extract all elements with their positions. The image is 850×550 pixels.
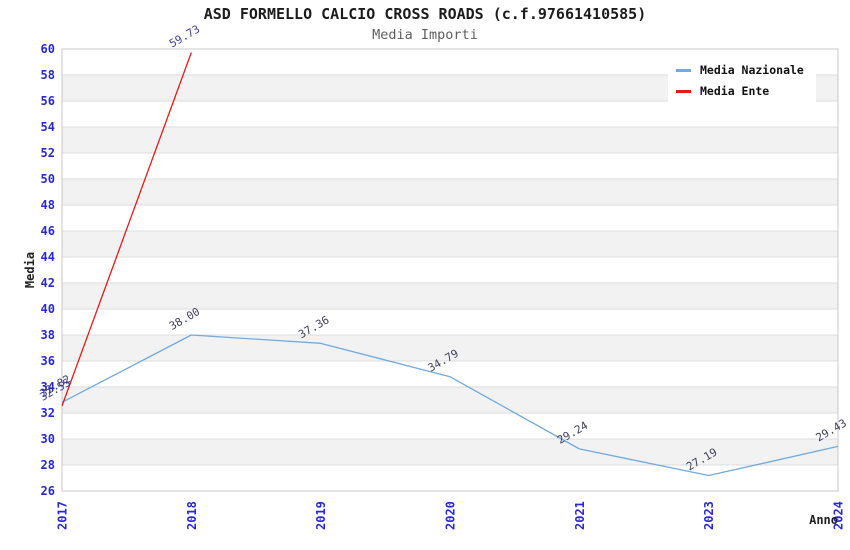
svg-text:58: 58 — [41, 68, 55, 82]
svg-text:2024: 2024 — [832, 501, 846, 530]
svg-text:56: 56 — [41, 94, 55, 108]
svg-text:2019: 2019 — [314, 501, 328, 530]
svg-text:38: 38 — [41, 328, 55, 342]
svg-text:42: 42 — [41, 276, 55, 290]
svg-text:52: 52 — [41, 146, 55, 160]
legend-label-media-ente: Media Ente — [700, 84, 770, 98]
legend-item-media-nazionale: Media Nazionale — [676, 63, 804, 77]
svg-text:30: 30 — [41, 432, 55, 446]
svg-text:44: 44 — [41, 250, 55, 264]
legend-label-media-nazionale: Media Nazionale — [700, 63, 804, 77]
svg-text:2021: 2021 — [573, 501, 587, 530]
svg-text:36: 36 — [41, 354, 55, 368]
svg-text:26: 26 — [41, 484, 55, 498]
svg-text:59.73: 59.73 — [167, 23, 202, 51]
svg-text:2018: 2018 — [185, 501, 199, 530]
chart-title: ASD FORMELLO CALCIO CROSS ROADS (c.f.976… — [203, 5, 647, 23]
svg-text:34: 34 — [41, 380, 55, 394]
svg-text:28: 28 — [41, 458, 55, 472]
x-axis-title: Anno — [809, 513, 838, 527]
chart-subtitle: Media Importi — [372, 27, 478, 43]
svg-text:2023: 2023 — [702, 501, 716, 530]
media-nazionale-line-swatch — [676, 68, 691, 72]
svg-text:46: 46 — [41, 224, 55, 238]
svg-text:54: 54 — [41, 120, 55, 134]
svg-text:60: 60 — [41, 42, 55, 56]
svg-text:2017: 2017 — [56, 501, 70, 530]
svg-text:48: 48 — [41, 198, 55, 212]
svg-text:2020: 2020 — [444, 501, 458, 530]
svg-text:50: 50 — [41, 172, 55, 186]
legend: Media Nazionale Media Ente — [668, 55, 816, 106]
svg-text:40: 40 — [41, 302, 55, 316]
legend-item-media-ente: Media Ente — [676, 84, 804, 98]
media-ente-line-swatch — [676, 89, 691, 93]
svg-text:32: 32 — [41, 406, 55, 420]
